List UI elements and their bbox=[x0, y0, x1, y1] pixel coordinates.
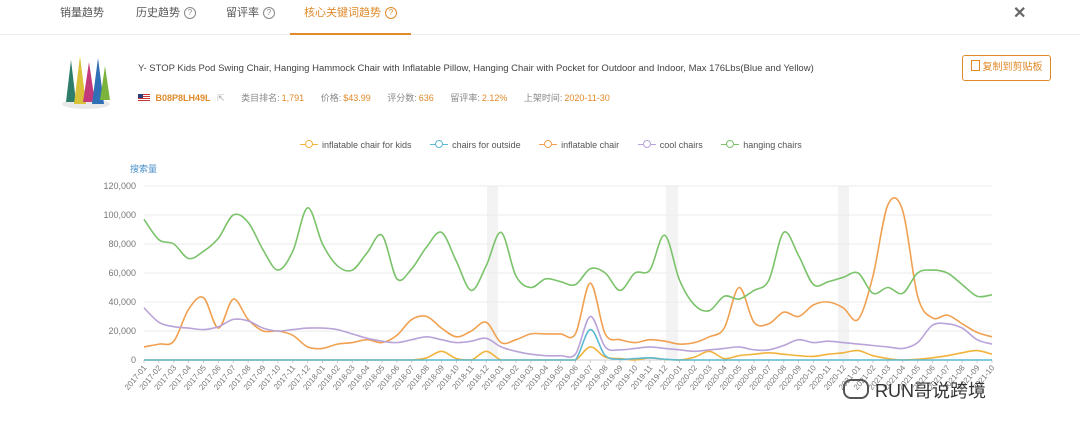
price-label: 价格: bbox=[320, 93, 342, 103]
y-tick-label: 0 bbox=[131, 355, 136, 365]
review-rate-value: 2.12% bbox=[481, 93, 508, 103]
y-tick-label: 60,000 bbox=[108, 268, 136, 278]
rating-value: 636 bbox=[418, 93, 434, 103]
y-tick-label: 40,000 bbox=[108, 297, 136, 307]
legend-label: cool chairs bbox=[659, 140, 703, 150]
y-axis-label: 搜索量 bbox=[130, 163, 157, 174]
copy-button-label: 复制到剪贴板 bbox=[982, 62, 1043, 73]
price-value: $43.99 bbox=[343, 93, 371, 103]
rank-label: 类目排名: bbox=[241, 93, 280, 103]
product-meta: B08P8LH49L ⇱ 类目排名: 1,791 价格: $43.99 评分数: 63… bbox=[138, 91, 624, 104]
legend-label: hanging chairs bbox=[743, 140, 802, 150]
legend-marker-icon bbox=[721, 140, 740, 148]
legend-item-inflatable-chair-for-kids[interactable]: inflatable chair for kids bbox=[300, 140, 412, 150]
y-tick-label: 20,000 bbox=[108, 326, 136, 336]
launch-date-label: 上架时间: bbox=[523, 93, 563, 103]
tab-label: 销量趋势 bbox=[60, 7, 104, 19]
legend-item-chairs-for-outside[interactable]: chairs for outside bbox=[430, 140, 521, 150]
legend-marker-icon bbox=[539, 140, 558, 148]
legend-marker-icon bbox=[300, 140, 318, 148]
launch-date-value: 2020-11-30 bbox=[564, 93, 610, 103]
tab-sales-trend[interactable]: 销量趋势 bbox=[60, 0, 104, 33]
tab-label: 留评率 bbox=[226, 7, 259, 19]
series-line-cool-chairs bbox=[143, 307, 993, 358]
question-circle-icon[interactable]: ? bbox=[385, 7, 397, 19]
tab-history-trend[interactable]: 历史趋势? bbox=[136, 0, 196, 33]
rating-label: 评分数: bbox=[387, 93, 417, 103]
product-thumbnail bbox=[62, 56, 110, 109]
tab-review-rate[interactable]: 留评率? bbox=[226, 0, 275, 33]
us-flag-icon bbox=[138, 94, 150, 102]
tab-core-keyword-trend[interactable]: 核心关键词趋势? bbox=[290, 0, 411, 35]
copy-to-clipboard-button[interactable]: 复制到剪贴板 bbox=[962, 55, 1051, 81]
external-link-icon[interactable]: ⇱ bbox=[217, 93, 225, 103]
watermark: RUN哥说跨境 bbox=[843, 377, 986, 403]
legend-marker-icon bbox=[637, 140, 656, 148]
legend-marker-icon bbox=[430, 140, 449, 148]
chart-legend: inflatable chair for kids chairs for out… bbox=[300, 140, 818, 154]
tab-label: 核心关键词趋势 bbox=[304, 7, 381, 19]
series-line-hanging-chairs bbox=[143, 206, 993, 312]
asin-link[interactable]: B08P8LH49L bbox=[155, 93, 211, 103]
series-line-inflatable-chair-for-kids bbox=[144, 346, 993, 361]
wechat-icon bbox=[843, 379, 869, 399]
legend-label: inflatable chair for kids bbox=[322, 140, 412, 150]
legend-item-cool-chairs[interactable]: cool chairs bbox=[637, 140, 703, 150]
rank-value: 1,791 bbox=[281, 93, 305, 103]
tab-bar: 销量趋势 历史趋势? 留评率? 核心关键词趋势? ✕ bbox=[0, 0, 1080, 35]
series-line-inflatable-chair bbox=[143, 197, 993, 350]
question-circle-icon[interactable]: ? bbox=[184, 7, 196, 19]
question-circle-icon[interactable]: ? bbox=[263, 7, 275, 19]
legend-label: chairs for outside bbox=[452, 140, 521, 150]
legend-item-hanging-chairs[interactable]: hanging chairs bbox=[721, 140, 802, 150]
tab-label: 历史趋势 bbox=[136, 7, 180, 19]
copy-icon bbox=[970, 60, 980, 71]
close-icon[interactable]: ✕ bbox=[1013, 5, 1027, 22]
legend-item-inflatable-chair[interactable]: inflatable chair bbox=[539, 140, 619, 150]
watermark-text: RUN哥说跨境 bbox=[875, 381, 986, 401]
y-tick-label: 100,000 bbox=[103, 210, 136, 220]
y-tick-label: 80,000 bbox=[108, 239, 136, 249]
y-tick-label: 120,000 bbox=[103, 181, 136, 191]
keyword-trend-chart: 0 20,000 40,000 60,000 80,000 100,000 120,000 搜… bbox=[103, 163, 996, 392]
product-title: Y- STOP Kids Pod Swing Chair, Hanging Ha… bbox=[138, 63, 814, 74]
review-rate-label: 留评率: bbox=[450, 93, 480, 103]
series-line-chairs-for-outside bbox=[144, 328, 992, 361]
legend-label: inflatable chair bbox=[561, 140, 620, 150]
